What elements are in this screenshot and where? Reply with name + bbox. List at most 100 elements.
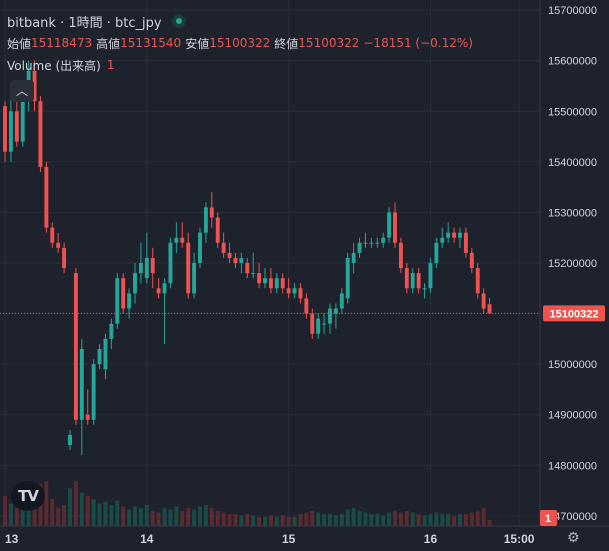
candle-body bbox=[280, 278, 285, 289]
candle-body bbox=[138, 263, 143, 274]
volume-bar bbox=[263, 517, 267, 526]
candle-body bbox=[91, 364, 96, 420]
volume-bar bbox=[345, 509, 350, 526]
volume-bar bbox=[481, 508, 486, 526]
volume-bar bbox=[298, 514, 303, 526]
volume-bar bbox=[127, 509, 132, 526]
price-axis[interactable] bbox=[540, 0, 609, 526]
candle-body bbox=[469, 252, 474, 269]
candle-body bbox=[186, 242, 191, 294]
volume-bar bbox=[351, 508, 356, 526]
price-tick-label: 15300000 bbox=[548, 207, 597, 219]
candle-body bbox=[363, 242, 368, 244]
volume-label[interactable]: Volume (出来高) bbox=[7, 58, 101, 73]
gear-icon[interactable]: ⚙ bbox=[567, 530, 580, 546]
volume-bar bbox=[428, 514, 433, 526]
volume-bar bbox=[398, 512, 403, 526]
candle-body bbox=[239, 257, 244, 263]
candle-body bbox=[369, 242, 374, 244]
volume-bar bbox=[446, 514, 451, 526]
candle-body bbox=[38, 101, 43, 167]
candle-body bbox=[73, 273, 78, 420]
candle-body bbox=[156, 288, 161, 294]
time-tick-label: 16 bbox=[424, 532, 438, 546]
volume-bars bbox=[3, 481, 492, 526]
candle-body bbox=[115, 278, 120, 324]
volume-bar bbox=[121, 506, 126, 526]
volume-bar bbox=[268, 515, 273, 526]
volume-bar bbox=[162, 508, 167, 526]
candle-body bbox=[404, 268, 409, 289]
chart-legend: bitbank · 1時間 · btc_jpy 始値 15118473 高値 1… bbox=[7, 10, 477, 76]
candle-body bbox=[192, 263, 197, 294]
candle-body bbox=[487, 304, 492, 314]
candle-body bbox=[428, 263, 433, 289]
volume-bar bbox=[369, 514, 374, 526]
volume-bar bbox=[434, 512, 439, 526]
candle-body bbox=[434, 242, 439, 263]
candle-body bbox=[310, 313, 315, 334]
volume-bar bbox=[56, 508, 61, 526]
volume-bar bbox=[469, 512, 474, 526]
tradingview-logo[interactable]: TV bbox=[11, 481, 45, 511]
volume-bar bbox=[487, 520, 492, 526]
price-tick-label: 15000000 bbox=[548, 359, 597, 371]
volume-bar bbox=[251, 515, 256, 526]
volume-bar bbox=[68, 488, 72, 526]
volume-bar bbox=[85, 496, 90, 526]
market-status-icon[interactable] bbox=[171, 14, 186, 28]
time-axis[interactable] bbox=[0, 526, 609, 551]
candle-body bbox=[328, 308, 332, 324]
price-axis-ticks: 15700000 15600000 15500000 15400000 15300000… bbox=[548, 5, 597, 523]
volume-bar bbox=[209, 508, 214, 526]
candle-body bbox=[221, 242, 226, 253]
candle-series bbox=[3, 60, 492, 456]
volume-bar bbox=[280, 515, 285, 526]
volume-bar bbox=[393, 511, 397, 526]
candle-body bbox=[245, 263, 250, 274]
volume-bar bbox=[62, 505, 67, 526]
volume-bar bbox=[32, 496, 37, 526]
volume-bar bbox=[292, 517, 297, 526]
volume-bar bbox=[3, 496, 7, 526]
volume-bar bbox=[422, 515, 427, 526]
volume-bar bbox=[44, 481, 49, 526]
volume-badge: 1 bbox=[540, 510, 557, 526]
candle-body bbox=[452, 232, 457, 238]
candle-body bbox=[345, 257, 350, 299]
candle-body bbox=[79, 348, 84, 420]
volume-bar bbox=[416, 514, 421, 526]
volume-bar bbox=[339, 514, 344, 526]
chevron-up-icon[interactable]: ︿ bbox=[10, 80, 34, 102]
candle-body bbox=[458, 232, 462, 238]
candle-body bbox=[257, 273, 262, 284]
volume-bar bbox=[115, 500, 120, 526]
candle-body bbox=[322, 323, 327, 325]
candle-body bbox=[109, 323, 114, 339]
candle-body bbox=[50, 227, 55, 243]
volume-bar bbox=[180, 511, 185, 526]
time-tick-label: 14 bbox=[140, 532, 154, 546]
volume-bar bbox=[133, 506, 137, 526]
volume-bar bbox=[357, 511, 362, 526]
symbol-title[interactable]: bitbank · 1時間 · btc_jpy bbox=[7, 15, 162, 31]
volume-bar bbox=[286, 517, 291, 526]
volume-bar bbox=[233, 514, 238, 526]
volume-bar bbox=[239, 515, 244, 526]
candle-body bbox=[162, 283, 167, 294]
candle-body bbox=[398, 242, 403, 269]
volume-bar bbox=[274, 517, 279, 526]
volume-bar bbox=[375, 514, 380, 526]
candle-body bbox=[292, 288, 297, 294]
candle-body bbox=[463, 232, 468, 253]
candle-body bbox=[375, 242, 380, 244]
candle-body bbox=[316, 318, 321, 334]
candle-body bbox=[32, 70, 37, 102]
volume-bar bbox=[91, 499, 96, 526]
volume-bar bbox=[257, 517, 262, 526]
volume-bar bbox=[475, 511, 480, 526]
candle-body bbox=[3, 106, 7, 152]
candle-body bbox=[298, 288, 303, 299]
volume-bar bbox=[79, 493, 84, 526]
